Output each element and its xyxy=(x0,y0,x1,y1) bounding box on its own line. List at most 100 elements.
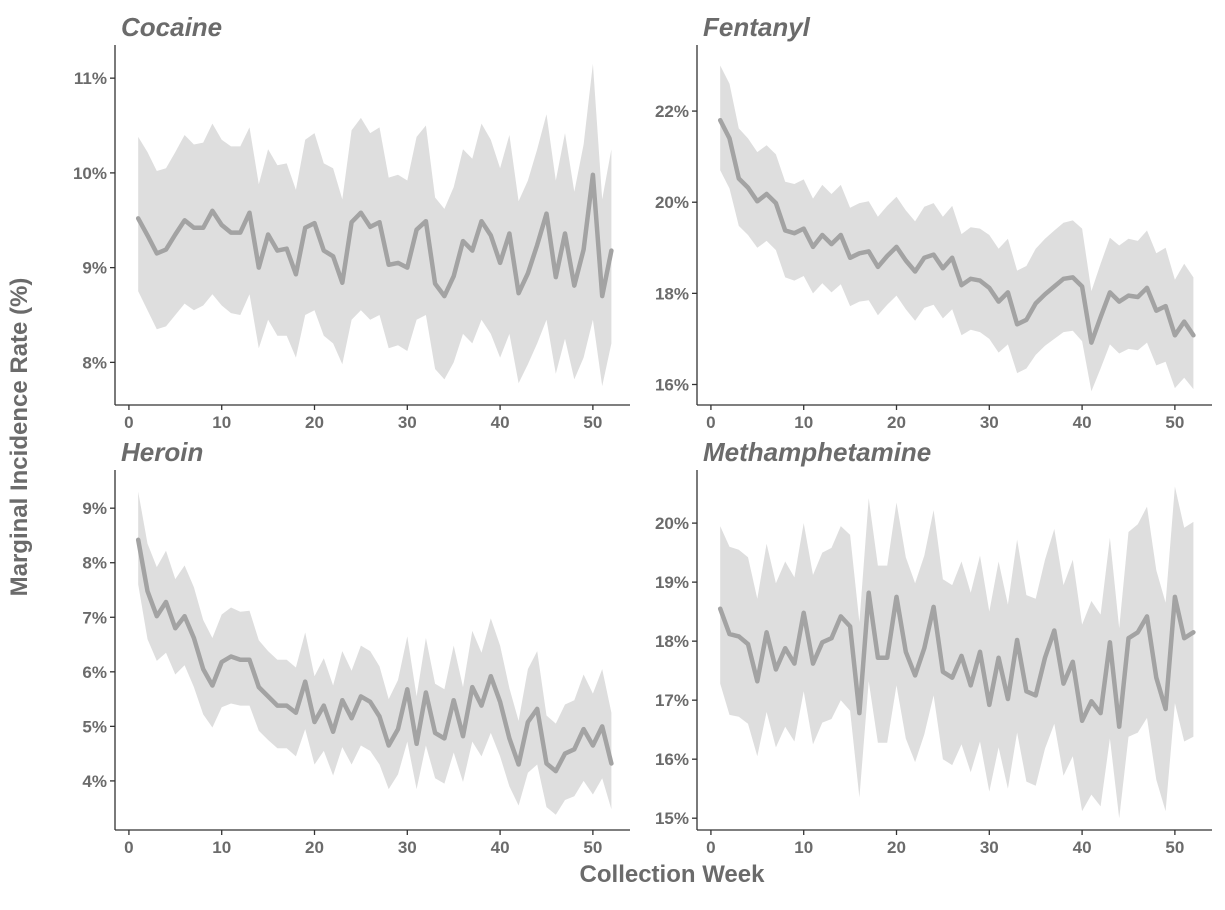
panel-title-methamphetamine: Methamphetamine xyxy=(703,437,931,467)
x-tick-label-cocaine-0: 0 xyxy=(124,413,133,432)
data-point-fentanyl-40 xyxy=(1080,284,1084,289)
data-point-methamphetamine-2 xyxy=(727,632,732,636)
data-point-methamphetamine-30 xyxy=(987,703,991,707)
data-point-heroin-46 xyxy=(554,769,558,773)
data-point-cocaine-39 xyxy=(489,233,493,237)
data-point-fentanyl-21 xyxy=(904,258,908,263)
data-point-heroin-42 xyxy=(517,762,521,767)
data-point-heroin-30 xyxy=(405,687,409,691)
data-point-methamphetamine-6 xyxy=(765,630,769,634)
x-tick-label-methamphetamine-10: 10 xyxy=(794,838,813,857)
data-point-fentanyl-47 xyxy=(1145,286,1149,290)
data-point-heroin-38 xyxy=(479,704,484,708)
x-tick-label-heroin-20: 20 xyxy=(305,838,324,857)
data-point-cocaine-16 xyxy=(275,249,279,253)
data-point-fentanyl-11 xyxy=(811,245,815,249)
data-point-fentanyl-32 xyxy=(1006,290,1010,294)
data-point-heroin-31 xyxy=(415,742,419,746)
data-point-methamphetamine-47 xyxy=(1145,614,1149,619)
data-point-methamphetamine-11 xyxy=(811,662,815,666)
data-point-fentanyl-4 xyxy=(746,186,750,190)
data-point-heroin-8 xyxy=(201,667,205,671)
data-point-cocaine-21 xyxy=(322,249,326,253)
data-point-cocaine-20 xyxy=(312,221,317,225)
confidence-band-methamphetamine xyxy=(720,486,1194,819)
data-point-fentanyl-51 xyxy=(1182,320,1186,324)
data-point-heroin-47 xyxy=(563,752,567,756)
data-point-methamphetamine-45 xyxy=(1126,636,1131,640)
x-tick-label-methamphetamine-50: 50 xyxy=(1165,838,1184,857)
y-tick-label-methamphetamine-17: 17% xyxy=(655,691,689,710)
data-point-heroin-28 xyxy=(387,743,391,748)
data-point-fentanyl-28 xyxy=(969,277,973,281)
data-point-cocaine-11 xyxy=(229,231,233,235)
y-tick-label-heroin-9: 9% xyxy=(82,499,107,518)
data-point-heroin-23 xyxy=(340,698,344,702)
data-point-cocaine-27 xyxy=(377,220,382,224)
x-tick-label-heroin-40: 40 xyxy=(491,838,510,857)
data-point-cocaine-40 xyxy=(498,261,502,265)
data-point-fentanyl-43 xyxy=(1108,290,1112,294)
data-point-methamphetamine-33 xyxy=(1015,638,1019,642)
data-point-cocaine-24 xyxy=(350,220,354,224)
confidence-band-fentanyl xyxy=(720,65,1194,392)
data-point-heroin-11 xyxy=(229,654,233,659)
y-tick-label-methamphetamine-15: 15% xyxy=(655,809,689,828)
data-point-heroin-4 xyxy=(164,600,168,604)
data-point-heroin-20 xyxy=(312,720,317,724)
data-point-methamphetamine-42 xyxy=(1099,711,1103,715)
data-point-cocaine-25 xyxy=(359,211,363,215)
data-point-cocaine-28 xyxy=(387,263,391,267)
data-point-fentanyl-14 xyxy=(839,233,843,237)
y-tick-label-heroin-5: 5% xyxy=(82,717,107,736)
data-point-fentanyl-27 xyxy=(959,283,964,287)
data-point-cocaine-50 xyxy=(591,173,595,177)
data-point-fentanyl-26 xyxy=(950,256,954,260)
data-point-cocaine-7 xyxy=(192,226,196,230)
x-tick-label-cocaine-50: 50 xyxy=(583,413,602,432)
data-point-fentanyl-42 xyxy=(1099,315,1103,319)
data-point-methamphetamine-29 xyxy=(978,650,982,654)
data-point-heroin-1 xyxy=(136,538,140,542)
data-point-fentanyl-13 xyxy=(829,242,834,246)
x-tick-label-heroin-10: 10 xyxy=(212,838,231,857)
data-point-methamphetamine-37 xyxy=(1052,628,1056,633)
y-tick-label-cocaine-11: 11% xyxy=(74,69,107,88)
data-point-fentanyl-24 xyxy=(932,253,936,257)
data-point-methamphetamine-41 xyxy=(1089,699,1093,703)
data-point-fentanyl-46 xyxy=(1136,295,1140,299)
data-point-cocaine-19 xyxy=(303,226,307,230)
data-point-cocaine-46 xyxy=(554,275,558,279)
x-tick-label-fentanyl-0: 0 xyxy=(706,413,715,432)
x-tick-label-heroin-30: 30 xyxy=(398,838,417,857)
data-point-heroin-13 xyxy=(247,658,252,662)
panel-cocaine: Cocaine 8% 9% 10% 11% 0 10 20 30 40 50 xyxy=(73,12,630,432)
data-point-fentanyl-33 xyxy=(1015,322,1019,326)
data-point-cocaine-26 xyxy=(368,225,372,229)
data-point-methamphetamine-1 xyxy=(718,607,722,611)
x-tick-label-cocaine-40: 40 xyxy=(491,413,510,432)
y-tick-label-cocaine-8: 8% xyxy=(82,353,107,372)
data-point-fentanyl-20 xyxy=(894,245,899,249)
data-point-methamphetamine-38 xyxy=(1061,682,1066,686)
data-point-cocaine-52 xyxy=(609,249,614,253)
data-point-heroin-48 xyxy=(572,747,576,751)
data-point-fentanyl-19 xyxy=(885,254,889,258)
data-point-cocaine-36 xyxy=(461,239,465,243)
data-point-heroin-35 xyxy=(452,698,456,702)
data-point-fentanyl-31 xyxy=(997,300,1001,304)
data-point-heroin-29 xyxy=(396,727,400,731)
data-point-fentanyl-30 xyxy=(987,286,991,290)
data-point-fentanyl-22 xyxy=(913,269,917,274)
panel-title-fentanyl: Fentanyl xyxy=(703,12,811,42)
panel-title-cocaine: Cocaine xyxy=(121,12,222,42)
data-point-cocaine-49 xyxy=(582,248,586,252)
data-point-fentanyl-5 xyxy=(755,199,759,203)
data-point-fentanyl-38 xyxy=(1061,277,1066,281)
y-tick-label-heroin-8: 8% xyxy=(82,554,107,573)
confidence-band-heroin xyxy=(138,491,612,815)
data-point-fentanyl-52 xyxy=(1191,333,1195,337)
data-point-heroin-15 xyxy=(266,694,270,699)
data-point-heroin-44 xyxy=(535,707,539,711)
